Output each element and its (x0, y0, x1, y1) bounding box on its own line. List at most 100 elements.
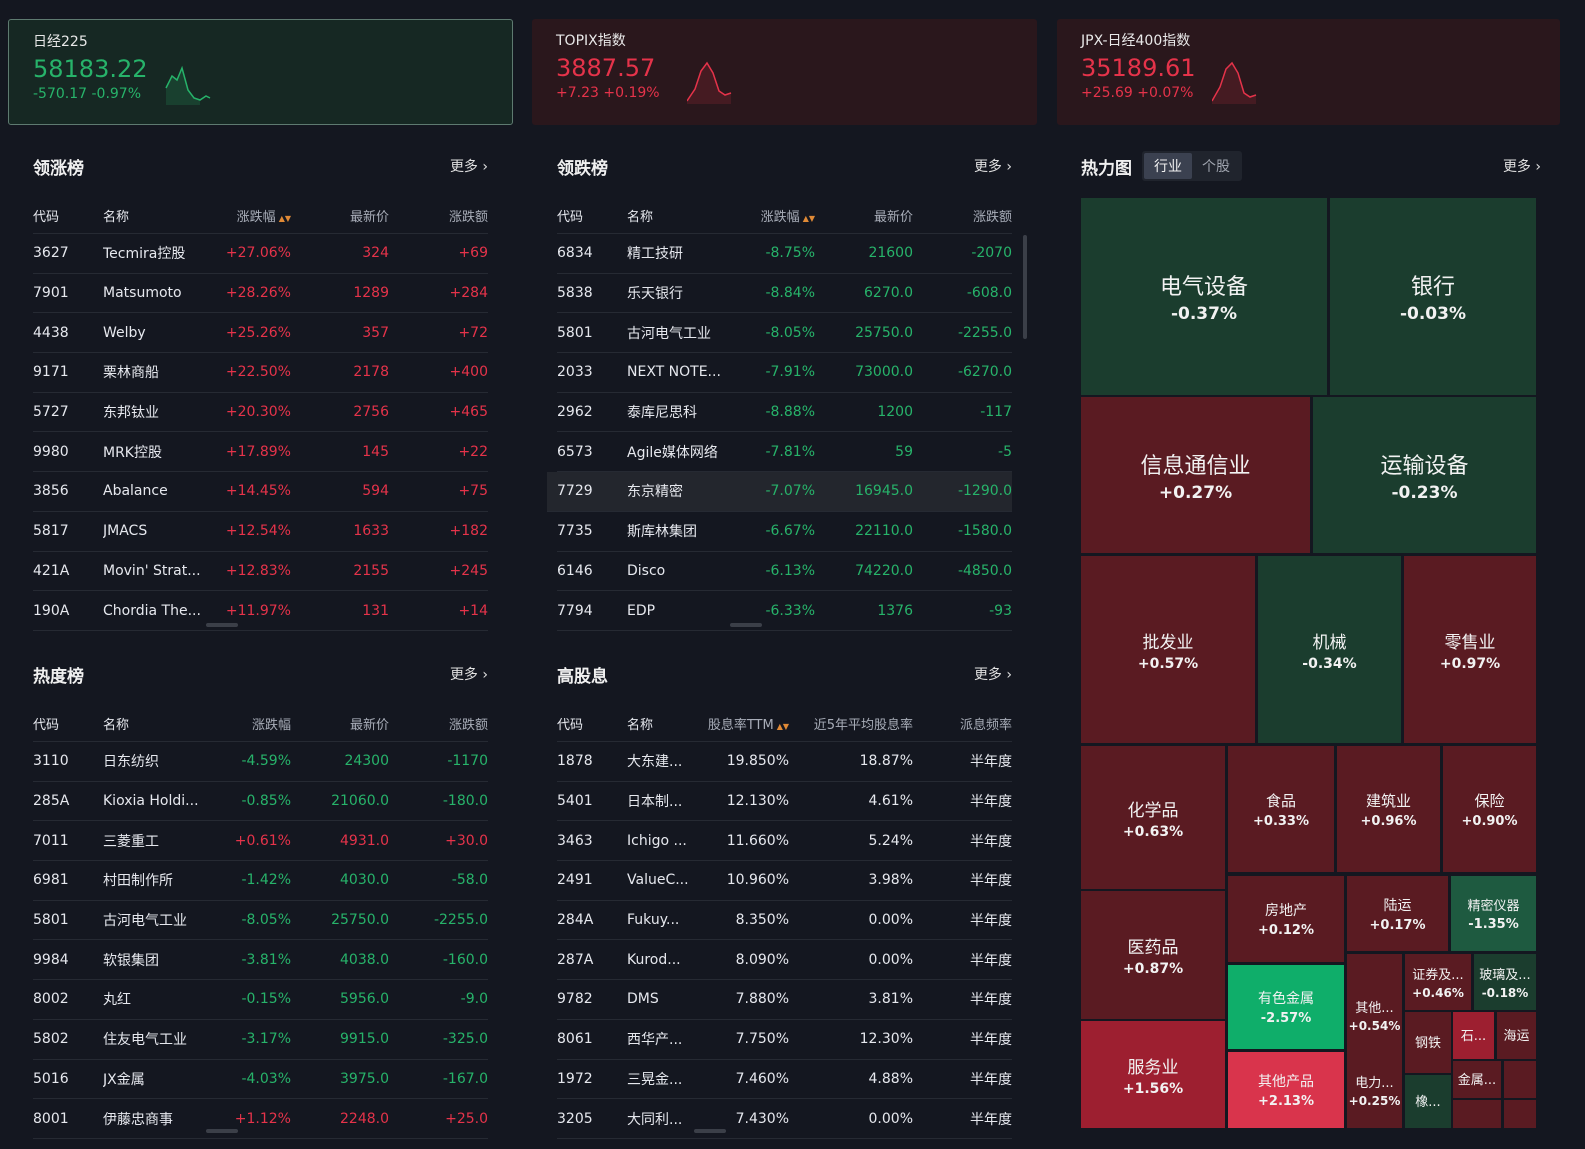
heatmap-tile[interactable]: 橡... (1405, 1075, 1451, 1128)
table-row[interactable]: 9984 软银集团 -3.81% 4038.0 -160.0 (33, 940, 488, 981)
table-row[interactable]: 9980 MRK控股 +17.89% 145 +22 (33, 432, 488, 473)
heatmap-tile[interactable]: 机械 -0.34% (1258, 556, 1401, 743)
more-link[interactable]: 更多 › (449, 667, 488, 683)
heatmap-tile[interactable]: 证券及... +0.46% (1405, 954, 1471, 1010)
table-row[interactable]: 9782 DMS 7.880% 3.81% 半年度 (557, 980, 1012, 1020)
heatmap-tile[interactable]: 运输设备 -0.23% (1313, 397, 1536, 553)
more-link[interactable]: 更多 › (449, 159, 488, 175)
sort-icon[interactable]: ▲▼ (776, 721, 789, 731)
heatmap-tile[interactable]: 信息通信业 +0.27% (1081, 397, 1310, 553)
table-row[interactable]: 5838 乐天银行 -8.84% 6270.0 -608.0 (557, 274, 1012, 314)
tab-industry[interactable]: 行业 (1144, 153, 1192, 179)
heatmap-tile[interactable]: 银行 -0.03% (1330, 198, 1536, 395)
table-row[interactable]: 7735 斯库林集团 -6.67% 22110.0 -1580.0 (557, 512, 1012, 552)
horizontal-scrollbar[interactable] (730, 623, 762, 627)
table-row[interactable]: 7011 三菱重工 +0.61% 4931.0 +30.0 (33, 821, 488, 862)
more-link[interactable]: 更多 › (973, 159, 1012, 175)
table-row[interactable]: 4438 Welby +25.26% 357 +72 (33, 313, 488, 354)
losers-table: 代码 名称 涨跌幅 ▲▼ 最新价 涨跌额 6834 精工技研 -8.75% 21600 -… (547, 197, 1012, 631)
more-link[interactable]: 更多 › (1502, 159, 1541, 175)
heatmap-tile[interactable]: 玻璃及... -0.18% (1474, 954, 1536, 1010)
table-row[interactable]: 8002 丸红 -0.15% 5956.0 -9.0 (33, 980, 488, 1020)
table-row[interactable]: 8061 西华产... 7.750% 12.30% 半年度 (557, 1020, 1012, 1060)
heatmap-tile[interactable]: 石... (1453, 1012, 1494, 1059)
table-row[interactable]: 2491 ValueC... 10.960% 3.98% 半年度 (557, 861, 1012, 901)
table-row[interactable]: 7794 EDP -6.33% 1376 -93 (557, 591, 1012, 631)
table-row[interactable]: 5016 JX金属 -4.03% 3975.0 -167.0 (33, 1060, 488, 1100)
horizontal-scrollbar[interactable] (206, 623, 238, 627)
heatmap-tile[interactable]: 有色金属 -2.57% (1228, 965, 1344, 1049)
cell-name: EDP (627, 602, 656, 619)
table-row[interactable]: 6146 Disco -6.13% 74220.0 -4850.0 (557, 552, 1012, 592)
col-code: 代码 (33, 717, 60, 733)
heatmap-tile[interactable]: 批发业 +0.57% (1081, 556, 1255, 743)
heatmap-tile[interactable]: 电气设备 -0.37% (1081, 198, 1327, 395)
tile-name: 保险 (1474, 791, 1505, 810)
table-row[interactable]: 6573 Agile媒体网络 -7.81% 59 -5 (557, 432, 1012, 473)
index-card-jpx400[interactable]: JPX-日经400指数 35189.61 +25.69 +0.07% (1057, 19, 1560, 125)
tab-stock[interactable]: 个股 (1202, 159, 1230, 175)
cell-code: 1972 (557, 1070, 593, 1087)
heatmap-tile[interactable]: 电力... +0.25% (1347, 1052, 1402, 1128)
col-ttm-sortable[interactable]: 股息率TTM ▲▼ (707, 717, 789, 733)
table-row[interactable]: 3856 Abalance +14.45% 594 +75 (33, 472, 488, 512)
heatmap-tile[interactable]: 海运 (1497, 1012, 1536, 1059)
col-code: 代码 (557, 209, 584, 225)
table-row[interactable]: 1878 大东建... 19.850% 18.87% 半年度 (557, 742, 1012, 782)
heatmap-tile[interactable]: 服务业 +1.56% (1081, 1021, 1225, 1128)
table-row[interactable]: 6834 精工技研 -8.75% 21600 -2070 (557, 234, 1012, 274)
table-row[interactable]: 5727 东邦钛业 +20.30% 2756 +465 (33, 393, 488, 433)
table-row[interactable]: 6981 村田制作所 -1.42% 4030.0 -58.0 (33, 861, 488, 901)
heatmap-tile[interactable]: 保险 +0.90% (1443, 746, 1536, 872)
table-row[interactable]: 8001 伊藤忠商事 +1.12% 2248.0 +25.0 (33, 1099, 488, 1139)
vertical-scrollbar[interactable] (1023, 235, 1027, 339)
heatmap-tile[interactable]: 化学品 +0.63% (1081, 746, 1225, 889)
heatmap-tile[interactable]: 零售业 +0.97% (1404, 556, 1536, 743)
heatmap-tile[interactable]: 精密仪器 -1.35% (1451, 876, 1536, 951)
horizontal-scrollbar[interactable] (694, 1129, 726, 1133)
table-row[interactable]: 190A Chordia The... +11.97% 131 +14 (33, 591, 488, 631)
table-row[interactable]: 2962 泰库尼思科 -8.88% 1200 -117 (557, 393, 1012, 433)
heatmap-tile[interactable] (1504, 1061, 1536, 1098)
index-card-topix[interactable]: TOPIX指数 3887.57 +7.23 +0.19% (532, 19, 1037, 125)
heatmap-tile[interactable]: 金属... (1453, 1061, 1501, 1098)
table-row[interactable]: 7901 Matsumoto +28.26% 1289 +284 (33, 274, 488, 314)
heatmap-tile[interactable]: 食品 +0.33% (1228, 746, 1334, 872)
heatmap-tile[interactable]: 其他产品 +2.13% (1228, 1052, 1344, 1128)
table-row[interactable]: 3110 日东纺织 -4.59% 24300 -1170 (33, 742, 488, 782)
table-row[interactable]: 5801 古河电气工业 -8.05% 25750.0 -2255.0 (33, 901, 488, 941)
heatmap-tile[interactable] (1504, 1100, 1536, 1128)
heatmap-tile[interactable]: 陆运 +0.17% (1347, 876, 1448, 951)
heatmap-tile[interactable]: 钢铁 (1405, 1012, 1451, 1073)
cell-name: 丸红 (103, 992, 131, 1009)
table-row[interactable]: 3463 Ichigo ... 11.660% 5.24% 半年度 (557, 821, 1012, 862)
heatmap-tile[interactable]: 房地产 +0.12% (1228, 876, 1344, 962)
cell-pct: +22.50% (225, 364, 291, 381)
table-row[interactable]: 2033 NEXT NOTE... -7.91% 73000.0 -6270.0 (557, 353, 1012, 393)
heatmap-tile[interactable]: 医药品 +0.87% (1081, 891, 1225, 1019)
table-row[interactable]: 9171 栗林商船 +22.50% 2178 +400 (33, 353, 488, 393)
table-row[interactable]: 5401 日本制... 12.130% 4.61% 半年度 (557, 782, 1012, 822)
table-row[interactable]: 5802 住友电气工业 -3.17% 9915.0 -325.0 (33, 1020, 488, 1060)
col-pct-sortable[interactable]: 涨跌幅 ▲▼ (236, 209, 291, 225)
sort-icon[interactable]: ▲▼ (278, 213, 291, 223)
index-card-nikkei225[interactable]: 日经225 58183.22 -570.17 -0.97% (8, 19, 513, 125)
table-row[interactable]: 287A Kurod... 8.090% 0.00% 半年度 (557, 940, 1012, 981)
table-row[interactable]: 1972 三晃金... 7.460% 4.88% 半年度 (557, 1060, 1012, 1100)
table-row[interactable]: 421A Movin' Strat... +12.83% 2155 +245 (33, 552, 488, 592)
heatmap-tile[interactable] (1453, 1100, 1501, 1128)
table-row[interactable]: 3205 大同利... 7.430% 0.00% 半年度 (557, 1099, 1012, 1139)
table-row[interactable]: 7729 东京精密 -7.07% 16945.0 -1290.0 (547, 472, 1012, 512)
table-row[interactable]: 3627 Tecmira控股 +27.06% 324 +69 (33, 234, 488, 274)
cell-pct: +17.89% (225, 443, 291, 460)
table-row[interactable]: 5801 古河电气工业 -8.05% 25750.0 -2255.0 (557, 313, 1012, 354)
more-link[interactable]: 更多 › (973, 667, 1012, 683)
horizontal-scrollbar[interactable] (206, 1129, 238, 1133)
col-pct-sortable[interactable]: 涨跌幅 ▲▼ (760, 209, 815, 225)
cell-code: 7729 (557, 483, 593, 500)
heatmap-tile[interactable]: 建筑业 +0.96% (1337, 746, 1440, 872)
sort-icon[interactable]: ▲▼ (802, 213, 815, 223)
table-row[interactable]: 5817 JMACS +12.54% 1633 +182 (33, 512, 488, 552)
table-row[interactable]: 285A Kioxia Holdi... -0.85% 21060.0 -180.0 (33, 782, 488, 822)
table-row[interactable]: 284A Fukuy... 8.350% 0.00% 半年度 (557, 901, 1012, 941)
